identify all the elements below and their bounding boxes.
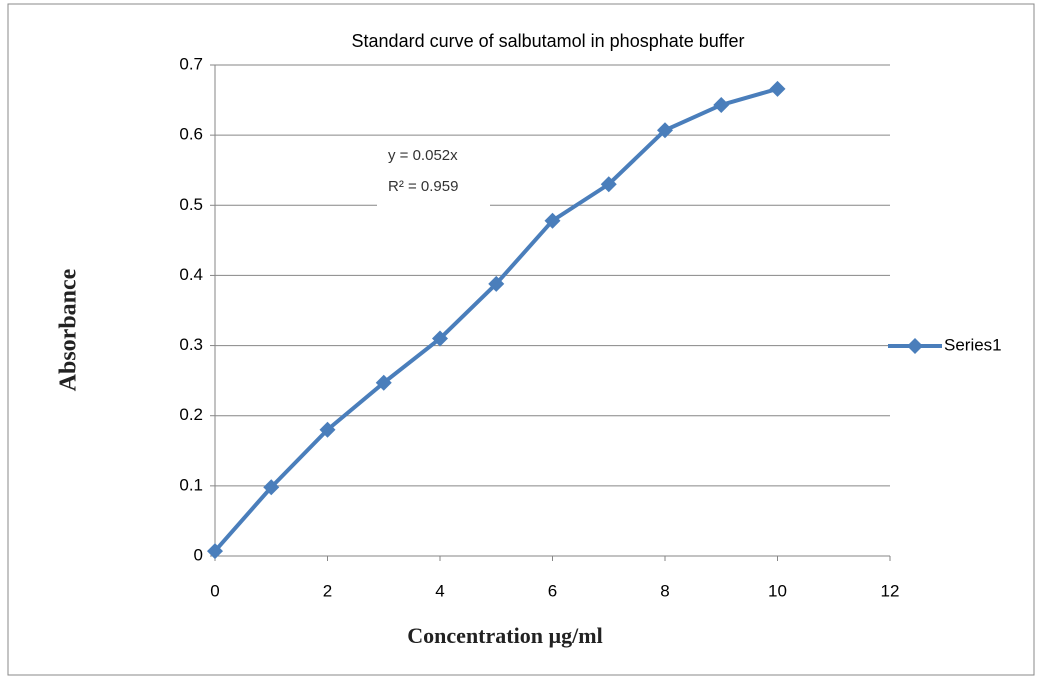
x-tick-label: 6	[548, 581, 557, 600]
x-tick-label: 12	[881, 581, 900, 600]
y-tick-label: 0	[194, 545, 203, 564]
y-tick-label: 0.6	[179, 125, 203, 144]
legend-label: Series1	[944, 335, 1002, 354]
x-axis-label: Concentration µg/ml	[407, 623, 602, 648]
y-tick-label: 0.3	[179, 335, 203, 354]
marker	[432, 330, 448, 347]
marker	[488, 275, 505, 292]
chart-title: Standard curve of salbutamol in phosphat…	[352, 31, 745, 51]
x-tick-label: 10	[768, 581, 787, 600]
y-tick-label: 0.2	[179, 405, 203, 424]
chart-frame	[7, 3, 1035, 676]
x-tick-label: 0	[210, 581, 219, 600]
marker	[713, 96, 730, 113]
marker	[657, 122, 673, 139]
marker	[207, 543, 223, 560]
marker	[769, 80, 786, 97]
plot-area: 0 0.1 0.2 0.3 0.4 0.5 0.6 0.7 0 2 4 6 8 10 12	[179, 54, 899, 600]
marker	[544, 212, 561, 229]
marker	[375, 374, 392, 391]
y-tick-label: 0.7	[179, 54, 203, 73]
x-tick-label: 4	[435, 581, 444, 600]
y-tick-label: 0.4	[179, 265, 203, 284]
r-squared: R² = 0.959	[388, 178, 458, 195]
marker	[600, 176, 617, 193]
marker	[319, 421, 336, 438]
marker	[263, 479, 280, 496]
x-tick-label: 8	[660, 581, 669, 600]
y-axis-label: Absorbance	[56, 268, 82, 391]
annotation-box	[377, 140, 490, 206]
legend-marker	[907, 338, 923, 354]
equation: y = 0.052x	[388, 147, 458, 164]
y-tick-label: 0.1	[179, 475, 203, 494]
y-tick-label: 0.5	[179, 195, 203, 214]
x-tick-label: 2	[323, 581, 332, 600]
